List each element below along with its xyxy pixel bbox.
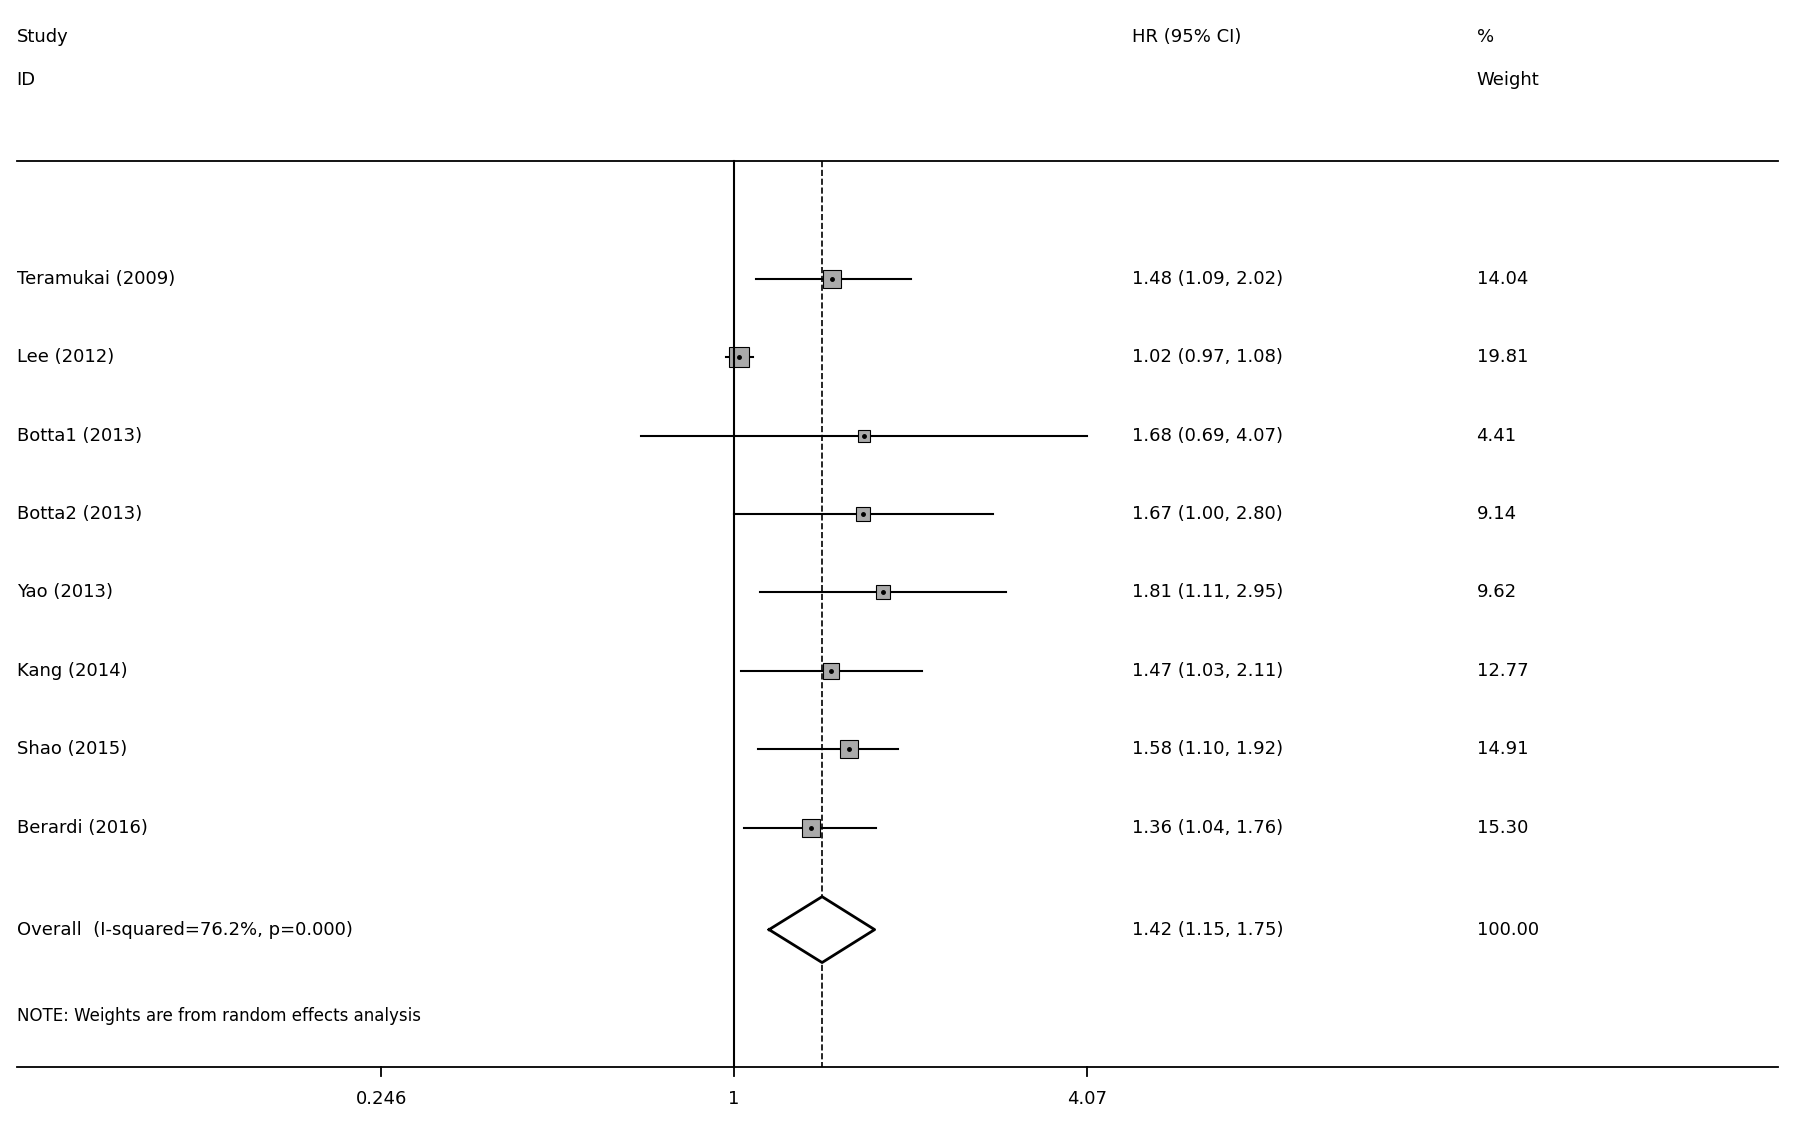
Text: Study: Study — [16, 28, 68, 46]
Text: Berardi (2016): Berardi (2016) — [16, 819, 147, 837]
Text: 1.67 (1.00, 2.80): 1.67 (1.00, 2.80) — [1133, 505, 1283, 523]
Text: 1: 1 — [729, 1091, 740, 1109]
Text: NOTE: Weights are from random effects analysis: NOTE: Weights are from random effects an… — [16, 1006, 420, 1024]
Text: 1.02 (0.97, 1.08): 1.02 (0.97, 1.08) — [1133, 348, 1283, 366]
Text: 100.00: 100.00 — [1477, 921, 1538, 939]
Text: 19.81: 19.81 — [1477, 348, 1528, 366]
Text: HR (95% CI): HR (95% CI) — [1133, 28, 1242, 46]
Text: Weight: Weight — [1477, 71, 1540, 89]
Text: Botta1 (2013): Botta1 (2013) — [16, 426, 142, 444]
Text: 1.58 (1.10, 1.92): 1.58 (1.10, 1.92) — [1133, 741, 1283, 758]
Text: %: % — [1477, 28, 1493, 46]
Text: Lee (2012): Lee (2012) — [16, 348, 115, 366]
Text: 1.47 (1.03, 2.11): 1.47 (1.03, 2.11) — [1133, 662, 1283, 680]
Text: 1.36 (1.04, 1.76): 1.36 (1.04, 1.76) — [1133, 819, 1283, 837]
Text: 9.14: 9.14 — [1477, 505, 1517, 523]
Text: Shao (2015): Shao (2015) — [16, 741, 127, 758]
Text: 9.62: 9.62 — [1477, 583, 1517, 601]
Text: Kang (2014): Kang (2014) — [16, 662, 127, 680]
Text: 12.77: 12.77 — [1477, 662, 1528, 680]
Text: 1.42 (1.15, 1.75): 1.42 (1.15, 1.75) — [1133, 921, 1283, 939]
Text: Teramukai (2009): Teramukai (2009) — [16, 269, 174, 287]
Text: Botta2 (2013): Botta2 (2013) — [16, 505, 142, 523]
Text: 1.68 (0.69, 4.07): 1.68 (0.69, 4.07) — [1133, 426, 1283, 444]
Polygon shape — [768, 896, 874, 963]
Text: 4.41: 4.41 — [1477, 426, 1517, 444]
Text: 15.30: 15.30 — [1477, 819, 1528, 837]
Text: 14.91: 14.91 — [1477, 741, 1528, 758]
Text: 1.48 (1.09, 2.02): 1.48 (1.09, 2.02) — [1133, 269, 1283, 287]
Text: 14.04: 14.04 — [1477, 269, 1528, 287]
Text: 0.246: 0.246 — [355, 1091, 407, 1109]
Text: 4.07: 4.07 — [1066, 1091, 1108, 1109]
Text: 1.81 (1.11, 2.95): 1.81 (1.11, 2.95) — [1133, 583, 1283, 601]
Text: Overall  (I-squared=76.2%, p=0.000): Overall (I-squared=76.2%, p=0.000) — [16, 921, 352, 939]
Text: ID: ID — [16, 71, 36, 89]
Text: Yao (2013): Yao (2013) — [16, 583, 113, 601]
